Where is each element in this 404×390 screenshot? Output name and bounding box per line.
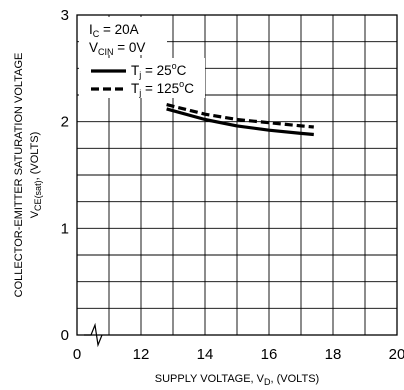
x-tick-label: 20 [389, 346, 404, 363]
condition-ic: IC = 20A [89, 22, 139, 39]
y-axis-label: COLLECTOR-EMITTER SATURATION VOLTAGE VCE… [13, 53, 43, 298]
y-tick-label: 2 [61, 114, 69, 131]
legend-label-125c: Tj = 125oC [131, 79, 194, 98]
y-axis-label-line2: VCE(sat), (VOLTS) [29, 132, 43, 219]
series-line-tj-25c [166, 107, 314, 137]
series-line-tj-125c [166, 103, 314, 129]
series-group [166, 103, 314, 137]
x-tick-label: 16 [261, 346, 278, 363]
y-tick-label: 1 [61, 220, 69, 237]
legend-background [79, 58, 205, 98]
y-tick-label: 0 [61, 327, 69, 344]
annotation-background [79, 17, 167, 55]
x-tick-label: 14 [197, 346, 214, 363]
y-tick-label: 3 [61, 7, 69, 24]
condition-vcin: VCIN = 0V [89, 40, 145, 57]
y-axis-label-line1: COLLECTOR-EMITTER SATURATION VOLTAGE [13, 53, 25, 298]
x-axis-label: SUPPLY VOLTAGE, VD, (VOLTS) [155, 373, 319, 387]
x-tick-labels: 0 12 14 16 18 20 [73, 346, 404, 363]
legend-label-25c: Tj = 25oC [131, 61, 187, 80]
x-tick-label: 0 [73, 346, 81, 363]
x-tick-label: 18 [325, 346, 342, 363]
axis-break-symbol [84, 322, 103, 348]
y-tick-labels: 0 1 2 3 [61, 7, 69, 344]
x-tick-label: 12 [133, 346, 150, 363]
